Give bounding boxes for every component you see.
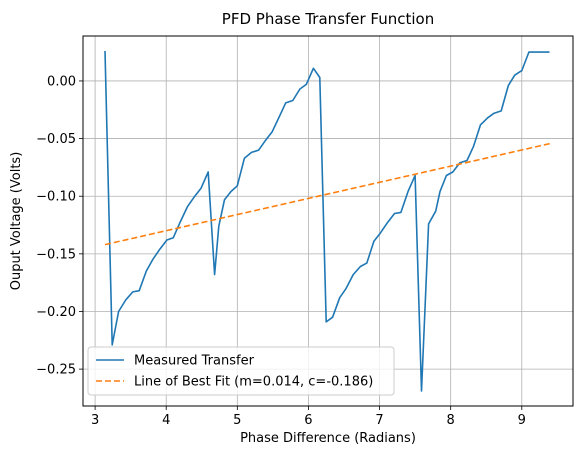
x-tick-label: 5: [233, 413, 241, 428]
measured-transfer-line: [104, 50, 550, 392]
x-tick-label: 9: [518, 413, 526, 428]
x-tick-label: 4: [162, 413, 170, 428]
x-tick-label: 3: [91, 413, 99, 428]
x-axis-label: Phase Difference (Radians): [240, 431, 416, 446]
series-layer: [104, 50, 552, 392]
y-tick-label: −0.25: [36, 363, 76, 378]
y-axis-label: Ouput Voltage (Volts): [9, 152, 24, 291]
y-tick-label: −0.05: [36, 132, 76, 147]
legend-box: [87, 346, 395, 396]
plot-frame: [82, 35, 574, 407]
legend-entry-label: Line of Best Fit (m=0.014, c=-0.186): [134, 375, 373, 390]
y-tick-label: −0.15: [36, 247, 76, 262]
legend: Measured Transfer Line of Best Fit (m=0.0…: [87, 346, 395, 396]
chart-title: PFD Phase Transfer Function: [222, 10, 434, 28]
best-fit-line: [104, 142, 552, 246]
y-tick-label: −0.10: [36, 190, 76, 205]
y-tick-label: −0.20: [36, 305, 76, 320]
y-tick-label: 0.00: [47, 74, 76, 89]
ticks: 3 4 5 6 7 8 9 0.00 −0.05 −0.10 −0.15 −0.20 −0.25: [36, 74, 526, 428]
legend-entry-label: Measured Transfer: [134, 354, 255, 369]
x-tick-label: 8: [447, 413, 455, 428]
x-tick-label: 6: [304, 413, 312, 428]
x-tick-label: 7: [375, 413, 383, 428]
